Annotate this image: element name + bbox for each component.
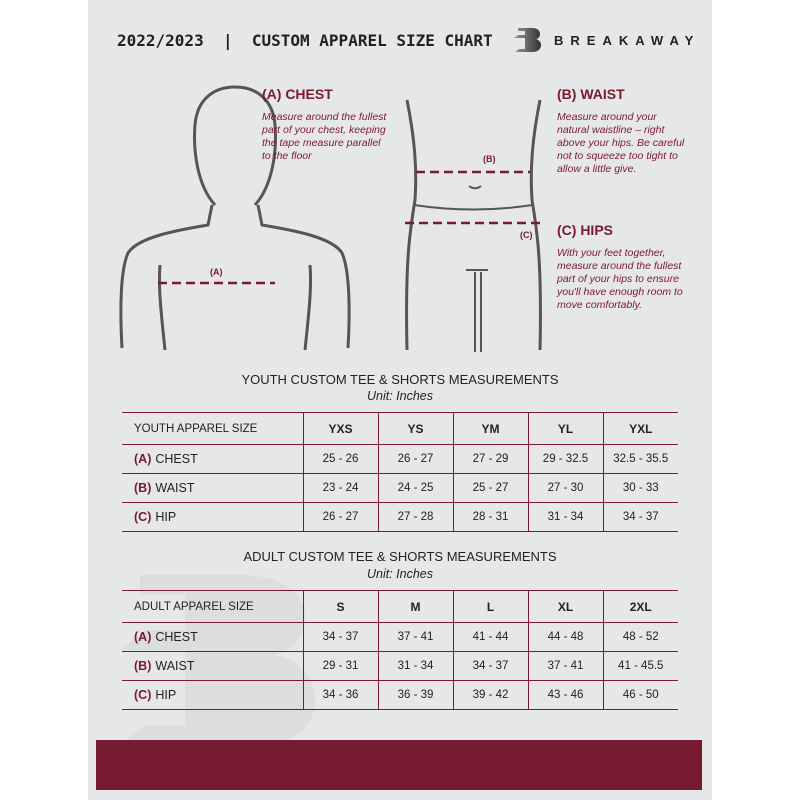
measurement-value: 26 - 27 xyxy=(377,444,453,474)
measurement-value: 34 - 37 xyxy=(302,622,378,652)
measurement-value: 30 - 33 xyxy=(602,473,678,503)
measurement-letter: (A) xyxy=(134,630,152,644)
measurement-value: 43 - 46 xyxy=(527,680,603,710)
lower-body-figure xyxy=(405,99,542,352)
measurement-letter: (B) xyxy=(134,481,152,495)
waist-marker: (B) xyxy=(483,154,496,164)
measurement-label: (B) WAIST xyxy=(122,651,303,681)
waist-heading: (B) WAIST xyxy=(557,86,625,102)
hips-heading: (C) HIPS xyxy=(557,222,613,238)
measurement-label: (B) WAIST xyxy=(122,473,303,503)
measurement-value: 32.5 - 35.5 xyxy=(602,444,678,474)
measurement-value: 36 - 39 xyxy=(377,680,453,710)
measurement-value: 46 - 50 xyxy=(602,680,678,710)
youth-table-title: YOUTH CUSTOM TEE & SHORTS MEASUREMENTS xyxy=(241,372,559,387)
measurement-letter: (A) xyxy=(134,452,152,466)
measurement-value: 34 - 37 xyxy=(602,502,678,532)
table-row: (A) CHEST 34 - 37 37 - 41 41 - 44 44 - 48 48 -… xyxy=(122,622,678,652)
adult-table-title: ADULT CUSTOM TEE & SHORTS MEASUREMENTS xyxy=(243,549,557,564)
measurement-value: 29 - 31 xyxy=(302,651,378,681)
measurement-value: 41 - 44 xyxy=(452,622,528,652)
table-header-row: YOUTH APPAREL SIZE YXS YS YM YL YXL xyxy=(122,412,678,445)
table-row: (A) CHEST 25 - 26 26 - 27 27 - 29 29 - 32.5 32… xyxy=(122,444,678,474)
measurement-value: 25 - 26 xyxy=(302,444,378,474)
measurement-value: 31 - 34 xyxy=(527,502,603,532)
measurement-value: 37 - 41 xyxy=(377,622,453,652)
measurement-value: 44 - 48 xyxy=(527,622,603,652)
youth-unit: Unit: Inches xyxy=(366,389,433,403)
measurement-value: 28 - 31 xyxy=(452,502,528,532)
size-header: L xyxy=(452,590,528,623)
size-label: YOUTH APPAREL SIZE xyxy=(122,412,303,445)
chest-instructions: Measure around the fullest part of your … xyxy=(262,111,387,162)
measurement-value: 26 - 27 xyxy=(302,502,378,532)
size-label: ADULT APPAREL SIZE xyxy=(122,590,303,623)
chest-heading: (A) CHEST xyxy=(262,86,333,102)
measurement-name: HIP xyxy=(155,510,177,524)
waist-instructions: Measure around your natural waistline – … xyxy=(557,111,685,175)
measurement-label: (A) CHEST xyxy=(122,622,303,652)
size-header: YS xyxy=(377,412,453,445)
brand-name: BREAKAWAY xyxy=(554,32,701,48)
measurement-label: (C) HIP xyxy=(122,502,303,532)
measurement-name: CHEST xyxy=(155,452,198,466)
measurement-value: 34 - 36 xyxy=(302,680,378,710)
chest-marker: (A) xyxy=(210,267,223,277)
measurement-value: 41 - 45.5 xyxy=(602,651,678,681)
measurement-label: (A) CHEST xyxy=(122,444,303,474)
upper-body-figure xyxy=(119,85,351,351)
table-row: (C) HIP 26 - 27 27 - 28 28 - 31 31 - 34 34 - 3… xyxy=(122,502,678,532)
size-header: YM xyxy=(452,412,528,445)
measurement-name: WAIST xyxy=(155,659,195,673)
measurement-value: 27 - 28 xyxy=(377,502,453,532)
youth-size-table: YOUTH APPAREL SIZE YXS YS YM YL YXL (A) CHEST 25… xyxy=(122,412,678,532)
measurement-value: 48 - 52 xyxy=(602,622,678,652)
page-title: 2022/2023 | CUSTOM APPAREL SIZE CHART xyxy=(117,31,493,50)
measurement-letter: (C) xyxy=(134,688,152,702)
measurement-value: 34 - 37 xyxy=(452,651,528,681)
breakaway-logo-icon xyxy=(514,28,541,52)
measurement-name: WAIST xyxy=(155,481,195,495)
measurement-value: 39 - 42 xyxy=(452,680,528,710)
body-illustrations xyxy=(119,85,543,352)
measurement-letter: (B) xyxy=(134,659,152,673)
measurement-value: 27 - 30 xyxy=(527,473,603,503)
measurement-value: 23 - 24 xyxy=(302,473,378,503)
table-row: (B) WAIST 23 - 24 24 - 25 25 - 27 27 - 30 30 -… xyxy=(122,473,678,503)
measurement-value: 29 - 32.5 xyxy=(527,444,603,474)
footer-band xyxy=(96,740,702,790)
size-header: 2XL xyxy=(602,590,678,623)
adult-unit: Unit: Inches xyxy=(366,567,433,581)
table-header-row: ADULT APPAREL SIZE S M L XL 2XL xyxy=(122,590,678,623)
measurement-value: 27 - 29 xyxy=(452,444,528,474)
measurement-name: HIP xyxy=(155,688,177,702)
size-header: S xyxy=(302,590,378,623)
measurement-value: 31 - 34 xyxy=(377,651,453,681)
size-header: YXL xyxy=(602,412,678,445)
measurement-value: 25 - 27 xyxy=(452,473,528,503)
measurement-letter: (C) xyxy=(134,510,152,524)
hips-marker: (C) xyxy=(520,230,533,240)
hips-instructions: With your feet together, measure around … xyxy=(557,247,683,311)
adult-size-table: ADULT APPAREL SIZE S M L XL 2XL (A) CHEST 34 - 3… xyxy=(122,590,678,710)
measurement-value: 37 - 41 xyxy=(527,651,603,681)
table-row: (B) WAIST 29 - 31 31 - 34 34 - 37 37 - 41 41 -… xyxy=(122,651,678,681)
size-header: M xyxy=(377,590,453,623)
table-row: (C) HIP 34 - 36 36 - 39 39 - 42 43 - 46 46 - 5… xyxy=(122,680,678,710)
size-header: YL xyxy=(527,412,603,445)
size-header: YXS xyxy=(302,412,378,445)
size-header: XL xyxy=(527,590,603,623)
measurement-name: CHEST xyxy=(155,630,198,644)
measurement-label: (C) HIP xyxy=(122,680,303,710)
measurement-value: 24 - 25 xyxy=(377,473,453,503)
brand-logo: BREAKAWAY xyxy=(512,24,700,56)
